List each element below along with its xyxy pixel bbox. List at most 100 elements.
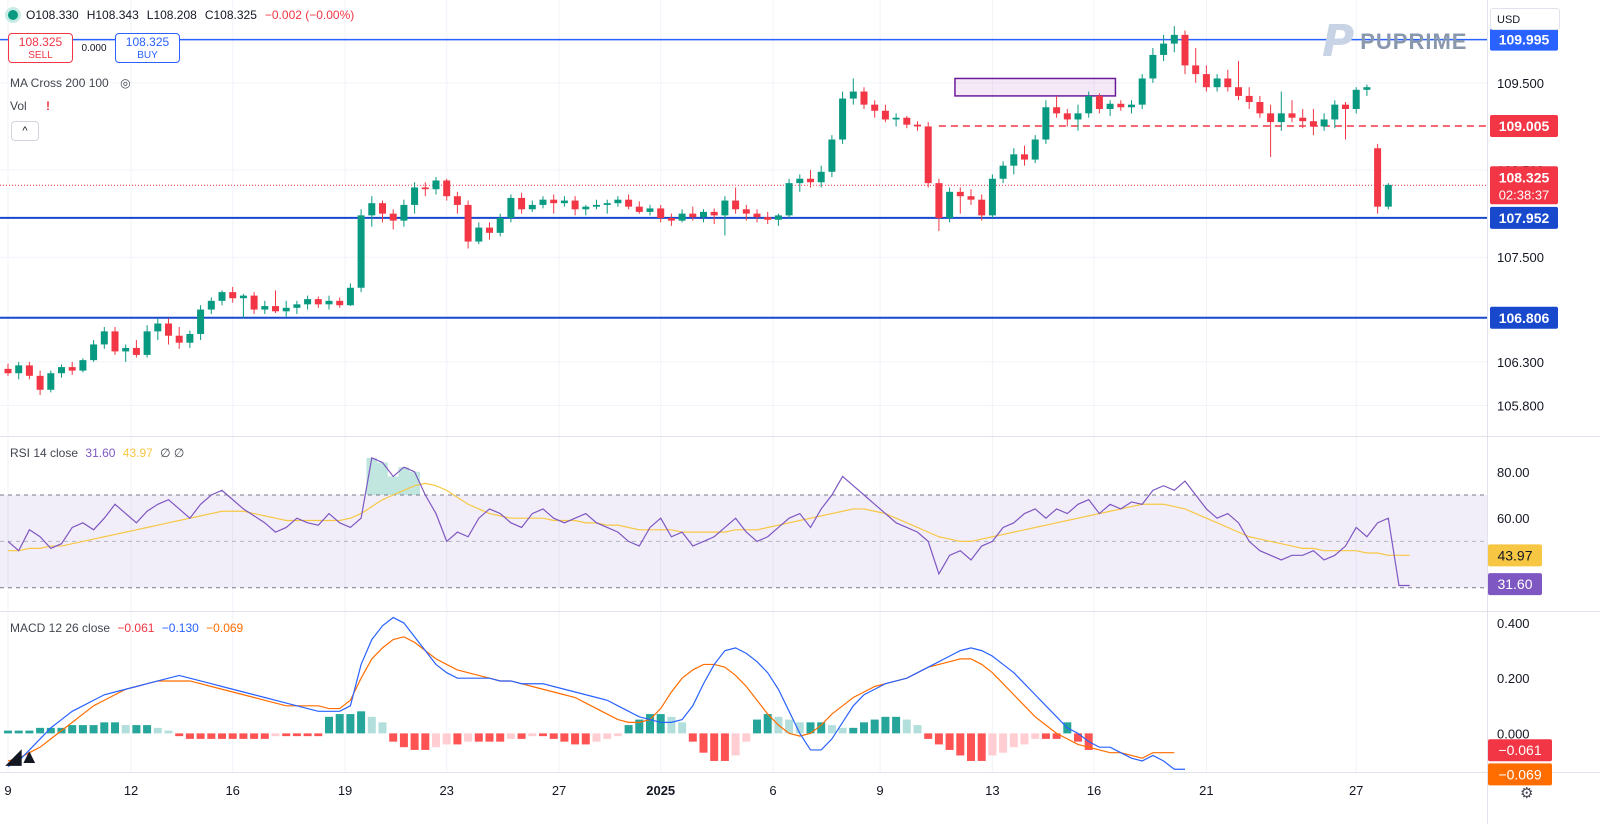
macd-histogram-bar	[314, 733, 323, 737]
candle	[914, 121, 921, 131]
candle	[207, 297, 215, 314]
macd-histogram-bar	[699, 733, 708, 753]
candle-body	[1085, 95, 1093, 114]
candle	[25, 361, 33, 380]
macd-histogram-bar	[153, 727, 162, 734]
candle-body	[539, 199, 547, 205]
candle	[988, 174, 996, 218]
candle-body	[1277, 113, 1285, 123]
candle-body	[1342, 104, 1349, 109]
buy-price: 108.325	[125, 35, 170, 49]
tradingview-logo[interactable]: ◢▲	[6, 746, 39, 768]
candle	[721, 196, 729, 236]
candle-body	[453, 196, 461, 205]
gear-icon[interactable]: ⚙	[1520, 785, 1534, 802]
candle-body	[207, 300, 215, 310]
macd-histogram-bar	[78, 725, 87, 734]
candle	[1128, 100, 1135, 114]
support-1-price-label: 107.952	[1499, 210, 1550, 226]
sell-button[interactable]: 108.325 SELL	[8, 33, 73, 63]
candle	[785, 178, 793, 218]
candle-body	[1384, 184, 1392, 207]
candle	[239, 293, 247, 319]
macd-histogram-bar	[132, 725, 141, 734]
time-tick-label: 19	[338, 783, 352, 798]
ohlc-change: −0.002 (−0.00%)	[264, 8, 355, 22]
macd-histogram-bar	[196, 733, 205, 739]
candle-body	[742, 209, 750, 214]
candle-body	[571, 200, 579, 210]
rsi-legend[interactable]: RSI 14 close 31.60 43.97 ∅ ∅	[10, 446, 184, 460]
candle-body	[1309, 121, 1317, 127]
candle-body	[282, 307, 290, 312]
time-tick-label: 2025	[646, 783, 675, 798]
ma-cross-label: MA Cross 200 100	[10, 76, 109, 90]
currency-selector[interactable]: USD	[1490, 8, 1560, 30]
macd-legend-name: MACD 12 26 close	[10, 621, 111, 635]
candle-body	[1224, 78, 1232, 88]
candle	[143, 325, 151, 358]
logo-text: PUPRIME	[1360, 29, 1468, 54]
macd-histogram-bar	[335, 714, 344, 734]
macd-histogram-bar	[977, 733, 986, 761]
candle-body	[721, 200, 729, 216]
candle	[935, 178, 943, 232]
candle	[999, 161, 1007, 184]
candle	[1352, 87, 1360, 114]
candle-body	[924, 126, 932, 184]
pivot-price-label-bg	[1490, 115, 1558, 138]
candle-body	[1288, 113, 1296, 118]
candle	[293, 300, 301, 314]
candle	[871, 100, 879, 118]
vol-legend[interactable]: Vol !	[10, 99, 50, 113]
collapse-legend-button[interactable]: ^	[11, 121, 39, 141]
candle-body	[796, 178, 804, 184]
macd-histogram-bar	[346, 714, 355, 734]
price-tick-label: 109.500	[1497, 76, 1544, 91]
ma-cross-legend[interactable]: MA Cross 200 100 ◎	[10, 76, 131, 90]
candle-body	[967, 196, 975, 200]
macd-histogram-bar	[367, 716, 376, 734]
last-price-label: 108.325	[1499, 169, 1550, 185]
candle	[282, 300, 290, 317]
macd-histogram-bar	[282, 733, 291, 737]
candle	[967, 189, 975, 205]
hidden-eye-icon[interactable]: ◎	[120, 76, 131, 90]
candle-body	[667, 218, 675, 221]
candle	[336, 297, 344, 308]
candle-body	[304, 299, 312, 305]
candle-body	[582, 206, 590, 210]
candle-body	[68, 367, 76, 371]
macd-histogram-bar	[143, 725, 152, 734]
support-1-price-label-bg	[1490, 206, 1558, 229]
macd-histogram-bar	[892, 716, 901, 734]
candle	[15, 361, 23, 380]
rsi-value-label-bg	[1488, 573, 1542, 596]
candle	[560, 196, 568, 207]
warning-icon[interactable]: !	[46, 99, 51, 113]
candle-body	[678, 213, 686, 221]
candle-body	[239, 295, 247, 299]
candle-body	[1181, 34, 1189, 66]
rsi-overbought-fill	[398, 467, 410, 495]
macd-histogram-bar	[860, 722, 868, 734]
macd-histogram-bar	[164, 730, 173, 734]
candle-body	[1074, 113, 1082, 120]
macd-signal-line	[7, 636, 1175, 762]
macd-histogram-bar	[474, 733, 483, 742]
candle	[1117, 100, 1125, 111]
macd-histogram-bar	[881, 716, 890, 734]
macd-line	[7, 616, 1185, 770]
candle	[1021, 145, 1028, 166]
macd-legend[interactable]: MACD 12 26 close −0.061 −0.130 −0.069	[10, 621, 243, 635]
macd-histogram-bar	[250, 733, 259, 739]
candle-body	[79, 360, 87, 371]
macd-histogram-bar	[303, 733, 312, 737]
candle-body	[111, 331, 119, 352]
candle	[742, 204, 750, 221]
candle	[528, 200, 536, 212]
time-tick-label: 12	[124, 783, 138, 798]
buy-button[interactable]: 108.325 BUY	[115, 33, 180, 63]
candle	[1170, 26, 1178, 53]
